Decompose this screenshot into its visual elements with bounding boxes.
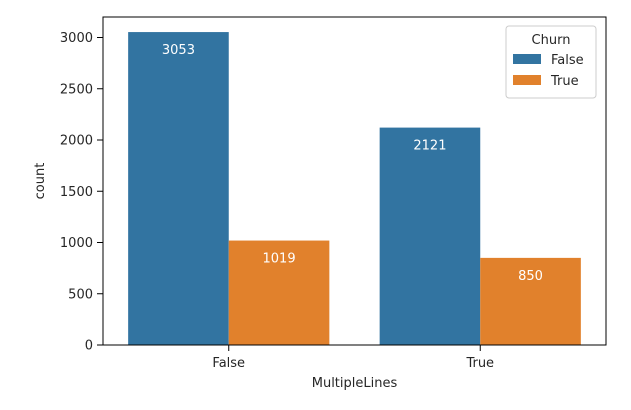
legend-entry-label: True	[550, 74, 579, 89]
legend-swatch	[513, 54, 541, 64]
bar	[379, 127, 481, 345]
y-tick-label: 500	[68, 287, 93, 302]
x-axis-label: MultipleLines	[312, 376, 398, 391]
legend-entry-label: False	[551, 53, 584, 68]
legend-title: Churn	[532, 33, 571, 48]
legend-items: False True	[513, 53, 584, 89]
y-axis-label: count	[33, 163, 48, 200]
bar-value-label: 2121	[413, 139, 446, 154]
bar	[228, 240, 330, 345]
legend-swatch	[513, 75, 541, 85]
bar-value-label: 1019	[263, 252, 296, 267]
y-tick-label: 2000	[60, 134, 93, 149]
x-tick-label: True	[465, 356, 494, 371]
y-tick-label: 3000	[60, 31, 93, 46]
x-axis-ticks: False True	[212, 345, 494, 371]
bar	[128, 32, 229, 345]
plot-area-frame	[102, 16, 607, 346]
x-tick-label: False	[212, 356, 245, 371]
y-tick-label: 1500	[60, 185, 93, 200]
legend: Churn False True	[505, 25, 597, 99]
bar-value-label: 850	[518, 269, 543, 284]
y-tick-label: 1000	[60, 236, 93, 251]
y-axis-ticks: 0 500 1000 1500 2000 2500 3000	[60, 31, 103, 354]
bars	[128, 32, 581, 345]
bar-value-label: 3053	[162, 43, 195, 58]
bar	[480, 257, 581, 345]
y-tick-label: 2500	[60, 82, 93, 97]
bar-value-labels: 3053 1019 2121 850	[162, 43, 543, 284]
y-tick-label: 0	[85, 339, 93, 354]
